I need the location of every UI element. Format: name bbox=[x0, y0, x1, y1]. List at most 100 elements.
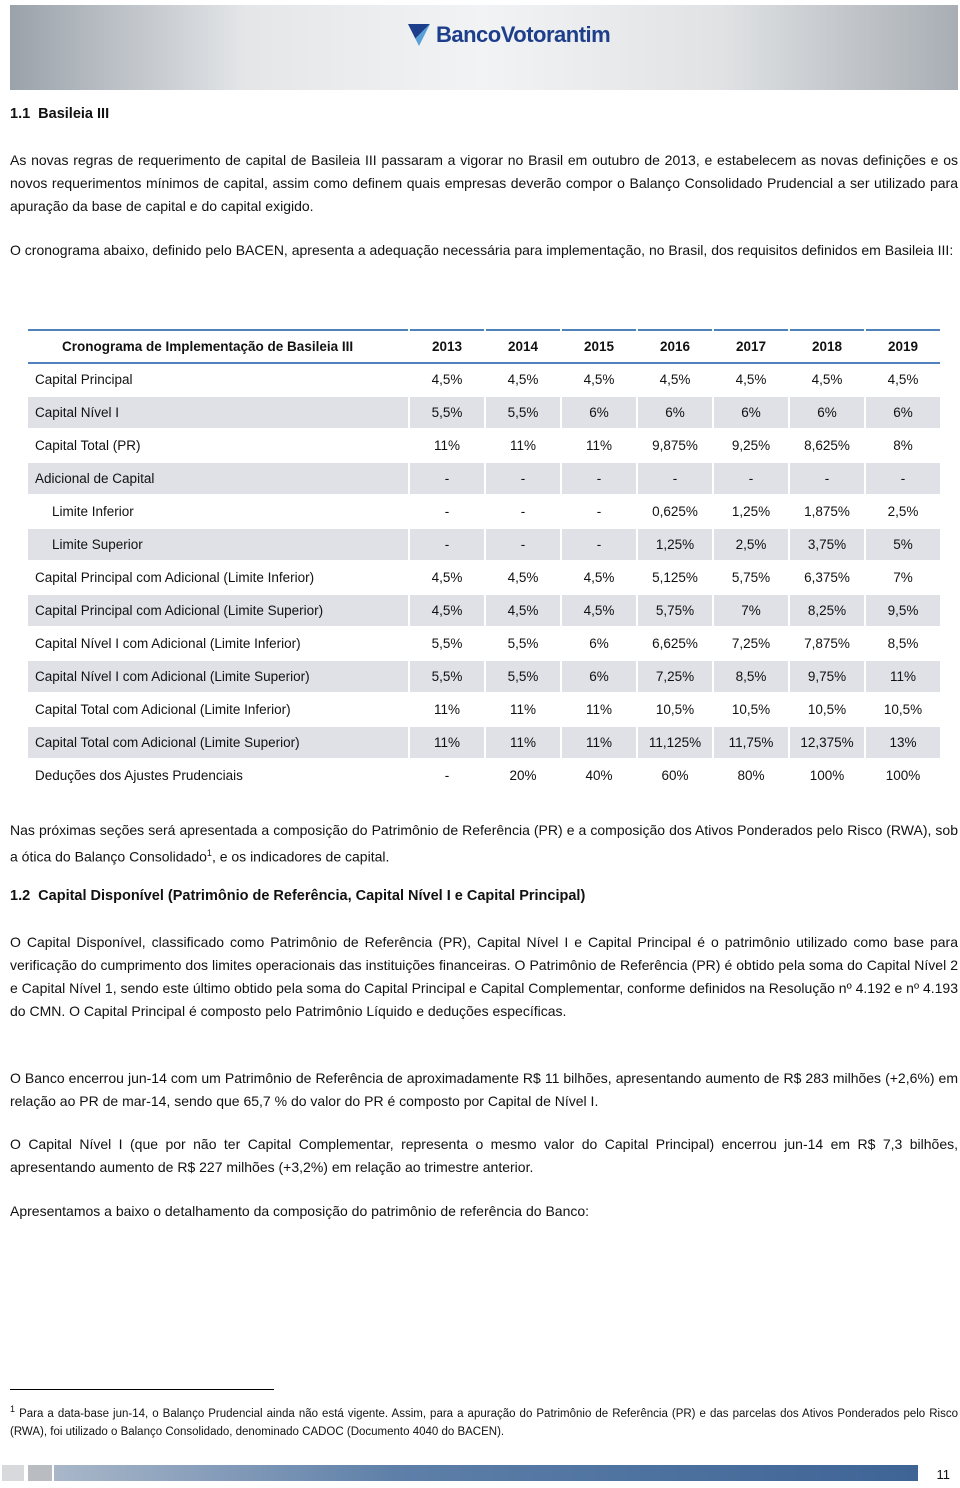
table-row: Capital Nível I com Adicional (Limite In… bbox=[28, 627, 940, 661]
cell: 100% bbox=[788, 759, 865, 793]
header-cell: 2018 bbox=[788, 330, 865, 364]
footnote: 1 Para a data-base jun-14, o Balanço Pru… bbox=[10, 1400, 958, 1441]
footer-block bbox=[2, 1465, 24, 1481]
cell: 7,25% bbox=[636, 660, 713, 694]
cell: 8,25% bbox=[788, 594, 865, 628]
cell: 5% bbox=[864, 528, 940, 562]
table-row: Limite Inferior - - -0,625% 1,25% 1,875% 2,5% bbox=[28, 495, 940, 529]
cell: - bbox=[408, 759, 485, 793]
logo-icon bbox=[408, 24, 430, 46]
cell: - bbox=[788, 462, 865, 496]
cell: 5,5% bbox=[408, 660, 485, 694]
cell: 11% bbox=[408, 726, 485, 760]
footnote-rule bbox=[10, 1389, 274, 1390]
cell: - bbox=[560, 462, 637, 496]
header-banner bbox=[10, 5, 958, 90]
cell: 7% bbox=[864, 561, 940, 595]
cell: 11% bbox=[408, 693, 485, 727]
cell: 9,75% bbox=[788, 660, 865, 694]
table-row: Capital Principal com Adicional (Limite … bbox=[28, 561, 940, 595]
table-row: Capital Nível I 5,5% 5,5% 6% 6% 6% 6% 6% bbox=[28, 396, 940, 430]
cell: 60% bbox=[636, 759, 713, 793]
row-label: Capital Principal com Adicional (Limite … bbox=[28, 561, 409, 595]
cell: 11% bbox=[484, 693, 561, 727]
cell: 11% bbox=[408, 429, 485, 463]
cell: 9,875% bbox=[636, 429, 713, 463]
cell: 6% bbox=[788, 396, 865, 430]
table-row: Capital Nível I com Adicional (Limite Su… bbox=[28, 660, 940, 694]
cell: 11% bbox=[484, 726, 561, 760]
cell: 5,75% bbox=[712, 561, 789, 595]
header-cell: 2015 bbox=[560, 330, 637, 364]
cell: - bbox=[636, 462, 713, 496]
cell: 6% bbox=[864, 396, 940, 430]
cell: 40% bbox=[560, 759, 637, 793]
cell: 10,5% bbox=[712, 693, 789, 727]
logo: BancoVotorantim bbox=[408, 22, 611, 48]
header-cell: 2019 bbox=[864, 330, 940, 364]
cell: - bbox=[560, 528, 637, 562]
cell: 6,375% bbox=[788, 561, 865, 595]
cell: 5,125% bbox=[636, 561, 713, 595]
row-label: Capital Nível I com Adicional (Limite In… bbox=[28, 627, 409, 661]
paragraph: O Capital Nível I (que por não ter Capit… bbox=[10, 1136, 958, 1175]
cell: 4,5% bbox=[560, 363, 637, 397]
section-heading: 1.1 Basileia III bbox=[10, 106, 109, 122]
row-label: Limite Superior bbox=[28, 528, 409, 562]
cell: 4,5% bbox=[560, 594, 637, 628]
cell: 11% bbox=[560, 726, 637, 760]
cell: 6% bbox=[560, 627, 637, 661]
row-label: Capital Nível I bbox=[28, 396, 409, 430]
table-wrap: Cronograma de Implementação de Basileia … bbox=[28, 329, 940, 793]
cell: - bbox=[712, 462, 789, 496]
cell: 5,5% bbox=[484, 660, 561, 694]
table-row: Capital Total com Adicional (Limite Infe… bbox=[28, 693, 940, 727]
cell: - bbox=[864, 462, 940, 496]
cell: 5,5% bbox=[408, 627, 485, 661]
row-label: Capital Principal bbox=[28, 363, 409, 397]
paragraph: Apresentamos a baixo o detalhamento da c… bbox=[10, 1203, 590, 1219]
header-cell: 2014 bbox=[484, 330, 561, 364]
table-row: Limite Superior - - -1,25% 2,5% 3,75% 5% bbox=[28, 528, 940, 562]
footnote-text: Para a data-base jun-14, o Balanço Prude… bbox=[10, 1407, 958, 1438]
row-label: Limite Inferior bbox=[28, 495, 409, 529]
cell: 6% bbox=[712, 396, 789, 430]
paragraph: As novas regras de requerimento de capit… bbox=[10, 152, 958, 214]
cell: 4,5% bbox=[408, 594, 485, 628]
table-row: Deduções dos Ajustes Prudenciais -20% 40% 6… bbox=[28, 759, 940, 793]
table-row: Capital Total (PR) 11% 11% 11% 9,875% 9,25% 8,… bbox=[28, 429, 940, 463]
cell: 3,75% bbox=[788, 528, 865, 562]
cell: - bbox=[484, 462, 561, 496]
cell: 11% bbox=[484, 429, 561, 463]
cell: 7,875% bbox=[788, 627, 865, 661]
cell: 8,5% bbox=[864, 627, 940, 661]
schedule-table: Cronograma de Implementação de Basileia … bbox=[28, 329, 940, 793]
cell: 0,625% bbox=[636, 495, 713, 529]
footnote-number: 1 bbox=[10, 1404, 16, 1414]
cell: 11% bbox=[560, 429, 637, 463]
cell: 8,625% bbox=[788, 429, 865, 463]
row-label: Capital Principal com Adicional (Limite … bbox=[28, 594, 409, 628]
cell: 11% bbox=[560, 693, 637, 727]
cell: 80% bbox=[712, 759, 789, 793]
cell: 11,75% bbox=[712, 726, 789, 760]
header-cell: 2016 bbox=[636, 330, 713, 364]
row-label: Capital Nível I com Adicional (Limite Su… bbox=[28, 660, 409, 694]
footnote-ref: 1 bbox=[206, 848, 212, 858]
logo-text: BancoVotorantim bbox=[436, 22, 611, 47]
cell: 4,5% bbox=[864, 363, 940, 397]
cell: 5,75% bbox=[636, 594, 713, 628]
header-cell: Cronograma de Implementação de Basileia … bbox=[28, 330, 409, 364]
page-number: 11 bbox=[936, 1467, 951, 1482]
text: , e os indicadores de capital. bbox=[211, 848, 390, 865]
cell: 4,5% bbox=[484, 363, 561, 397]
table-row: Capital Principal 4,5% 4,5% 4,5% 4,5% 4,5% 4,5… bbox=[28, 363, 940, 397]
cell: 9,5% bbox=[864, 594, 940, 628]
paragraph: O Capital Disponível, classificado como … bbox=[10, 934, 959, 1019]
cell: 7% bbox=[712, 594, 789, 628]
section-heading: 1.2 Capital Disponível (Patrimônio de Ref… bbox=[10, 888, 585, 904]
cell: - bbox=[408, 462, 485, 496]
cell: 5,5% bbox=[484, 396, 561, 430]
section-number: 1.2 bbox=[10, 888, 31, 904]
